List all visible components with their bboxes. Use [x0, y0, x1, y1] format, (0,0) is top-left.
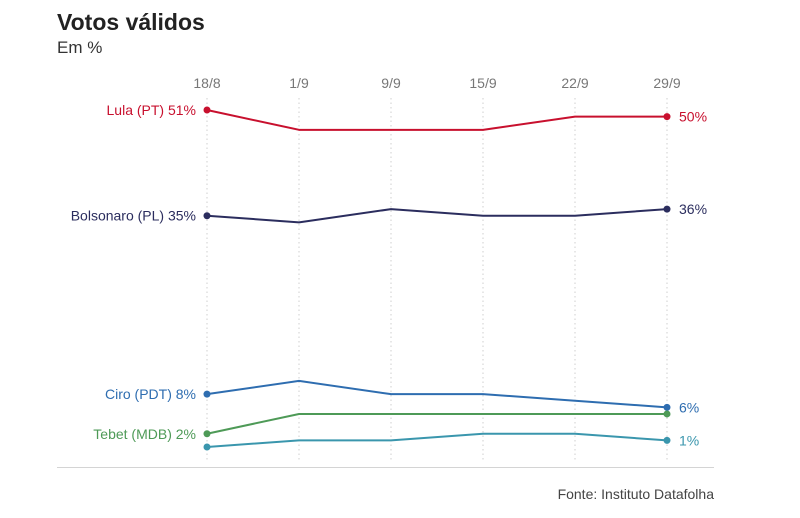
- source-note: Fonte: Instituto Datafolha: [557, 486, 714, 502]
- series-line: [206, 379, 668, 409]
- series-line: [206, 208, 668, 224]
- series-end-label: 50%: [679, 109, 707, 125]
- chart-title: Votos válidos: [57, 9, 205, 35]
- x-tick-label: 1/9: [289, 75, 309, 91]
- series-points: [203, 106, 671, 451]
- x-tick-label: 22/9: [561, 75, 588, 91]
- x-tick-label: 29/9: [653, 75, 680, 91]
- series-point: [663, 113, 671, 121]
- series-line: [206, 109, 667, 131]
- chart-subtitle: Em %: [57, 38, 103, 57]
- x-tick-label: 15/9: [469, 75, 496, 91]
- series-point: [663, 403, 671, 411]
- series-start-label: Tebet (MDB) 2%: [93, 426, 196, 442]
- series-end-label: 36%: [679, 201, 707, 217]
- series-lines: [206, 109, 668, 448]
- series-line: [206, 432, 668, 448]
- series-point: [203, 212, 211, 220]
- series-point: [203, 430, 211, 438]
- x-tick-labels: 18/8 1/9 9/9 15/9 22/9 29/9: [193, 75, 680, 91]
- series-point: [663, 410, 671, 418]
- series-point: [203, 106, 211, 114]
- series-point: [203, 443, 211, 451]
- x-tick-label: 18/8: [193, 75, 220, 91]
- series-labels: Lula (PT) 51% 50% Bolsonaro (PL) 35% 36% Cir…: [71, 102, 707, 448]
- series-point: [663, 436, 671, 444]
- series-start-label: Lula (PT) 51%: [107, 102, 196, 118]
- series-start-label: Bolsonaro (PL) 35%: [71, 208, 196, 224]
- series-end-label: 6%: [679, 399, 699, 415]
- series-point: [203, 390, 211, 398]
- grid-lines: [206, 98, 668, 462]
- x-tick-label: 9/9: [381, 75, 401, 91]
- series-point: [663, 205, 671, 213]
- series-start-label: Ciro (PDT) 8%: [105, 386, 196, 402]
- series-end-label: 1%: [679, 432, 699, 448]
- series-line: [206, 412, 667, 435]
- divider: [57, 467, 714, 468]
